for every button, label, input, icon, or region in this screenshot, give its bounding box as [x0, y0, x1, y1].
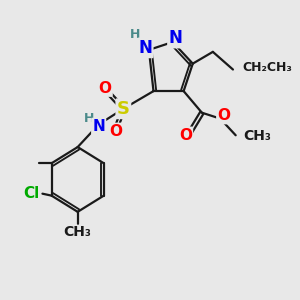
Text: O: O [110, 124, 122, 139]
Text: Cl: Cl [23, 186, 40, 201]
Text: CH₃: CH₃ [243, 129, 271, 143]
Text: H: H [84, 112, 95, 125]
Text: CH₃: CH₃ [64, 225, 92, 239]
Text: N: N [92, 119, 105, 134]
Text: O: O [217, 108, 230, 123]
Text: H: H [130, 28, 140, 41]
Text: S: S [117, 100, 130, 118]
Text: N: N [138, 39, 152, 57]
Text: CH₂CH₃: CH₂CH₃ [242, 61, 292, 74]
Text: N: N [169, 29, 182, 47]
Text: O: O [99, 81, 112, 96]
Text: O: O [179, 128, 192, 143]
